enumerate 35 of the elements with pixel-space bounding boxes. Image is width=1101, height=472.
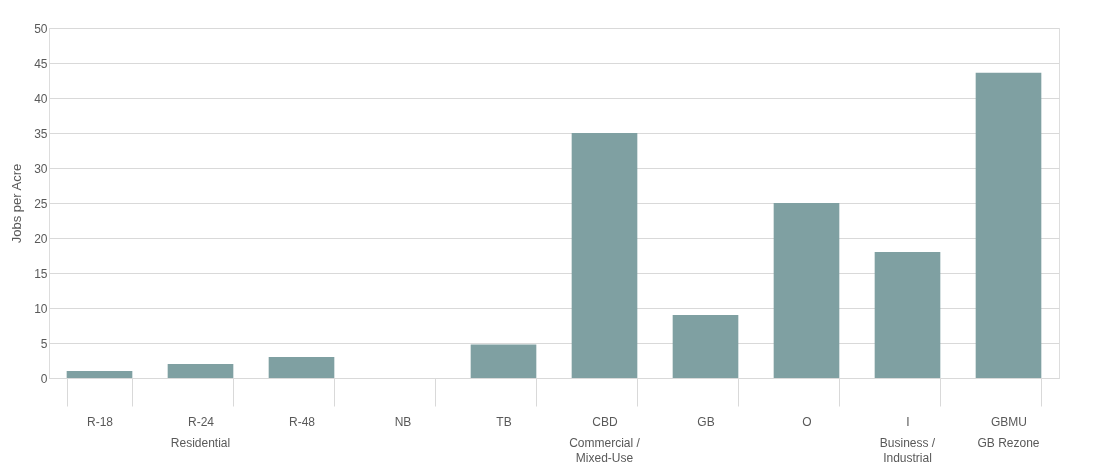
y-tick-label: 50 [34,21,48,36]
x-tick-label: CBD [592,414,618,429]
bar [470,344,537,378]
x-tick-label: NB [394,414,412,429]
y-tick-label: 20 [34,231,48,246]
y-axis-title: Jobs per Acre [9,163,25,244]
x-tick-label: O [802,414,812,429]
y-tick-label: 10 [34,301,48,316]
text: Residential [170,436,231,450]
y-tick-label: 15 [34,266,48,281]
bar [167,364,234,378]
x-tick-label: R-18 [86,414,114,429]
y-tick-label: 45 [34,56,48,71]
bar [672,315,739,378]
y-tick-label: 25 [34,196,48,211]
bar [268,357,335,378]
y-tick-label: 30 [34,161,48,176]
x-tick-label: GBMU [991,414,1027,429]
bar [66,371,133,378]
y-tick-label: 35 [34,126,48,141]
x-tick-label: I [906,414,910,429]
x-tick-label: TB [496,414,512,429]
y-tick-label: 5 [40,336,48,351]
text: Commercial / Mixed-Use [569,436,641,465]
x-tick-label: R-48 [288,414,316,429]
x-tick-label: GB [697,414,715,429]
y-tick-label: 0 [40,371,48,386]
bar [773,203,840,378]
bar [874,252,941,378]
text: GB Rezone [977,436,1040,450]
y-tick-label: 40 [34,91,48,106]
bar [975,72,1042,378]
text: Business / Industrial [879,436,936,465]
bar [571,133,638,378]
x-tick-label: R-24 [187,414,215,429]
